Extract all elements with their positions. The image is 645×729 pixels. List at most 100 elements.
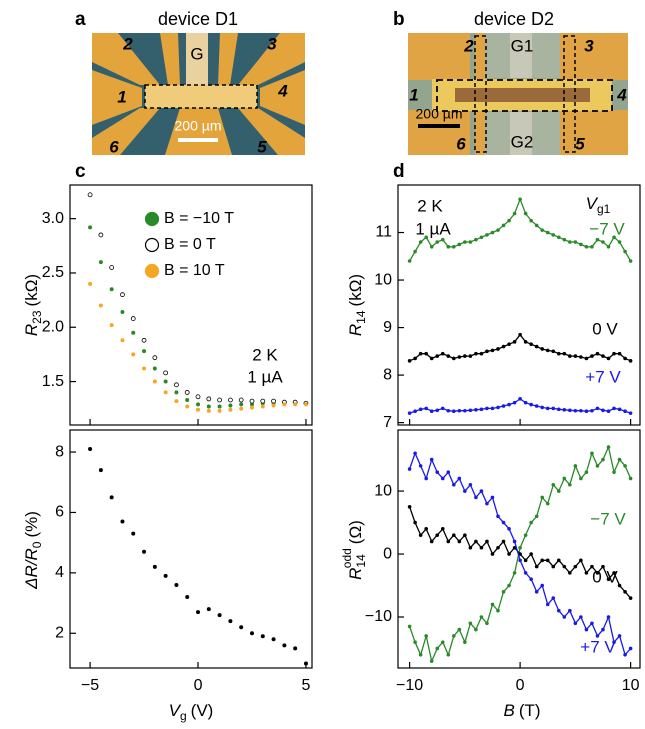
data-point [557, 408, 561, 412]
data-point [618, 634, 622, 638]
data-point [435, 533, 439, 537]
axis-unit: (T) [519, 701, 541, 720]
axis-unit: (Ω) [346, 520, 365, 544]
data-point [282, 643, 286, 647]
data-point [408, 467, 412, 471]
data-point [164, 380, 168, 384]
data-point [480, 352, 484, 356]
data-point [551, 350, 555, 354]
y-tick-label: −10 [365, 608, 392, 625]
data-point [502, 404, 506, 408]
panel-title: device D1 [158, 9, 238, 29]
data-point [463, 240, 467, 244]
data-point [228, 619, 232, 623]
data-point [563, 238, 567, 242]
data-point [623, 464, 627, 468]
axis-superscript: odd [340, 548, 354, 568]
data-point [524, 340, 528, 344]
data-point [458, 477, 462, 481]
data-point [120, 310, 124, 314]
x-tick-label: −5 [81, 677, 99, 694]
data-point [529, 403, 533, 407]
scale-bar-label: 200 µm [416, 106, 463, 122]
data-point [623, 653, 627, 657]
data-point [480, 489, 484, 493]
data-point [568, 240, 572, 244]
legend-marker [146, 239, 159, 252]
data-point [535, 514, 539, 518]
electrode-label: 4 [616, 85, 627, 104]
data-point [430, 409, 434, 413]
data-point [607, 409, 611, 413]
data-point [579, 243, 583, 247]
data-point [546, 502, 550, 506]
x-tick-label: 10 [622, 677, 640, 694]
data-point [435, 408, 439, 412]
data-point [413, 521, 417, 525]
axis-label: ΔR/R0(%) [22, 511, 44, 590]
data-point [568, 571, 572, 575]
electrode-label: 2 [463, 36, 474, 55]
data-point [579, 355, 583, 359]
data-point [413, 640, 417, 644]
data-point [452, 533, 456, 537]
data-point [419, 352, 423, 356]
electrode-label: 6 [109, 137, 119, 156]
data-point [518, 546, 522, 550]
data-point [282, 402, 286, 406]
data-point [419, 653, 423, 657]
data-point [535, 345, 539, 349]
data-point [551, 407, 555, 411]
axis-subscript: g [180, 709, 187, 723]
data-point [540, 406, 544, 410]
annotation: 2 K [417, 196, 443, 215]
data-point [218, 613, 222, 617]
data-point [413, 357, 417, 361]
data-point [458, 243, 462, 247]
data-point [228, 398, 232, 402]
data-point [174, 383, 178, 387]
axis-subscript: 14 [354, 554, 368, 568]
data-point [452, 409, 456, 413]
data-point [435, 354, 439, 358]
annotation: 1 µA [247, 367, 283, 386]
data-point [568, 483, 572, 487]
data-point [529, 342, 533, 346]
data-point [618, 352, 622, 356]
data-point [518, 197, 522, 201]
electrode-label: 3 [584, 36, 594, 55]
data-point [272, 637, 276, 641]
data-point [507, 584, 511, 588]
data-point [546, 559, 550, 563]
x-tick-label: 0 [516, 677, 525, 694]
data-point [174, 399, 178, 403]
data-point [99, 233, 103, 237]
data-point [99, 468, 103, 472]
axis-symbol: ΔR/R [22, 548, 41, 590]
data-point [239, 625, 243, 629]
data-point [293, 402, 297, 406]
data-point [607, 245, 611, 249]
data-point [629, 359, 633, 363]
data-point [207, 405, 211, 409]
electrode-label: 1 [117, 87, 126, 106]
data-point [474, 352, 478, 356]
data-point [474, 628, 478, 632]
electrode-label: 1 [409, 85, 418, 104]
y-tick-label: 3.0 [42, 210, 64, 227]
data-point [513, 340, 517, 344]
data-point [441, 477, 445, 481]
axis-label: R14(kΩ) [346, 274, 368, 336]
data-point [419, 464, 423, 468]
y-tick-label: 1.5 [42, 373, 64, 390]
axis-unit: (%) [22, 511, 41, 537]
data-point [557, 352, 561, 356]
data-point [524, 571, 528, 575]
data-point [612, 407, 616, 411]
y-tick-label: 11 [375, 224, 392, 241]
data-point [446, 354, 450, 358]
data-point [408, 259, 412, 263]
data-point [551, 596, 555, 600]
panel-title: device D2 [474, 9, 554, 29]
electrode-label: 4 [277, 81, 288, 100]
